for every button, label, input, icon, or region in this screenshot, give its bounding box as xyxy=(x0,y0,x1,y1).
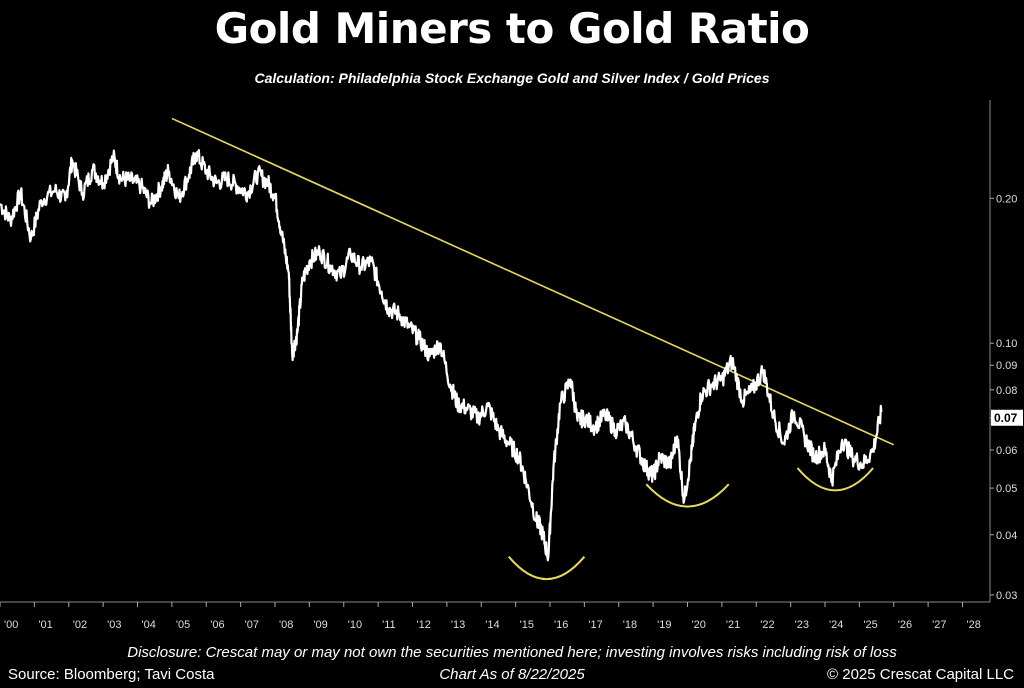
x-tick-label: '20 xyxy=(692,619,706,631)
source-text: Source: Bloomberg; Tavi Costa xyxy=(8,666,215,683)
disclosure-text: Disclosure: Crescat may or may not own t… xyxy=(127,644,897,661)
x-tick-label: '27 xyxy=(932,619,946,631)
current-value-label: 0.07 xyxy=(994,411,1018,425)
x-tick-label: '18 xyxy=(623,619,637,631)
x-tick-label: '05 xyxy=(176,619,190,631)
x-tick-label: '12 xyxy=(417,619,431,631)
current-value-box xyxy=(991,409,1023,426)
y-tick-label: 0.20 xyxy=(996,193,1017,205)
x-tick-label: '00 xyxy=(4,619,18,631)
ratio-series-line xyxy=(0,149,883,562)
x-tick-label: '07 xyxy=(245,619,259,631)
bottom-arc-annotation-1 xyxy=(507,556,586,580)
x-tick-label: '15 xyxy=(520,619,534,631)
chart-title: Gold Miners to Gold Ratio xyxy=(214,4,810,53)
x-tick-label: '13 xyxy=(451,619,465,631)
y-tick-label: 0.03 xyxy=(996,590,1017,602)
resistance-trendline xyxy=(171,117,895,446)
x-tick-label: '11 xyxy=(382,619,396,631)
x-tick-label: '28 xyxy=(967,619,981,631)
chart-axes: 0.030.040.050.060.070.080.090.100.200.07… xyxy=(0,100,1023,631)
x-tick-label: '24 xyxy=(829,619,843,631)
y-tick-label: 0.04 xyxy=(996,530,1017,542)
y-tick-label: 0.09 xyxy=(996,360,1017,372)
y-tick-label: 0.06 xyxy=(996,445,1017,457)
x-tick-label: '26 xyxy=(898,619,912,631)
y-tick-label: 0.10 xyxy=(996,338,1017,350)
y-tick-label: 0.05 xyxy=(996,483,1017,495)
bottom-arc-annotation-2 xyxy=(645,483,730,508)
x-tick-label: '02 xyxy=(73,619,87,631)
x-tick-label: '16 xyxy=(554,619,568,631)
bottom-arc-annotation-3 xyxy=(796,467,874,492)
x-tick-label: '04 xyxy=(142,619,156,631)
x-tick-label: '21 xyxy=(726,619,740,631)
y-tick-label: 0.08 xyxy=(996,385,1017,397)
x-tick-label: '09 xyxy=(313,619,327,631)
x-tick-label: '25 xyxy=(863,619,877,631)
x-tick-label: '03 xyxy=(107,619,121,631)
x-tick-label: '17 xyxy=(588,619,602,631)
chart-marks xyxy=(0,117,895,580)
x-tick-label: '08 xyxy=(279,619,293,631)
x-tick-label: '06 xyxy=(210,619,224,631)
as-of-date: Chart As of 8/22/2025 xyxy=(439,666,585,683)
x-tick-label: '10 xyxy=(348,619,362,631)
x-tick-label: '22 xyxy=(760,619,774,631)
copyright-text: © 2025 Crescat Capital LLC xyxy=(827,666,1014,683)
x-tick-label: '23 xyxy=(795,619,809,631)
x-tick-label: '14 xyxy=(485,619,499,631)
x-tick-label: '01 xyxy=(38,619,52,631)
x-tick-label: '19 xyxy=(657,619,671,631)
chart-subtitle: Calculation: Philadelphia Stock Exchange… xyxy=(254,70,770,86)
